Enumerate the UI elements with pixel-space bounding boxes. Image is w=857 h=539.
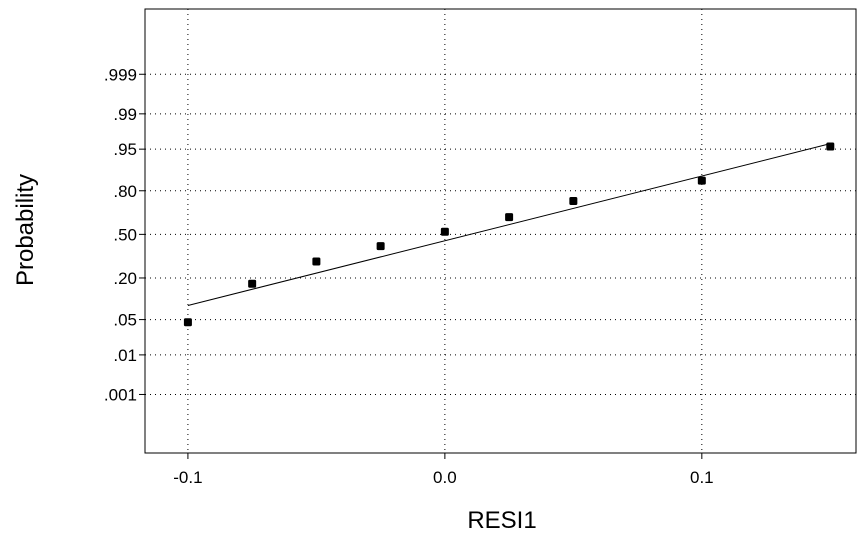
x-tick-label: 0.1 (690, 468, 714, 487)
data-point (826, 142, 835, 151)
y-tick-label: .20 (113, 269, 137, 288)
y-tick-label: .99 (113, 105, 137, 124)
y-tick-labels: .999 .99 .95 .80 .50 .20 .05 .01 .001 (104, 65, 145, 404)
x-tick-label: 0.0 (433, 468, 457, 487)
y-tick-label: .001 (104, 385, 137, 404)
y-axis-title: Probability (12, 174, 39, 286)
grid-lines (145, 9, 856, 453)
x-tick-labels: -0.1 0.0 0.1 (173, 453, 714, 487)
x-tick-label: -0.1 (173, 468, 202, 487)
y-tick-label: .95 (113, 140, 137, 159)
data-point (697, 176, 706, 185)
y-tick-label: .80 (113, 182, 137, 201)
data-point (248, 279, 257, 288)
data-point (505, 213, 514, 222)
y-tick-label: .01 (113, 346, 137, 365)
x-axis-title: RESI1 (467, 507, 536, 534)
data-point (569, 197, 578, 206)
plot-frame (144, 8, 857, 454)
y-tick-label: .05 (113, 311, 137, 330)
fit-line (187, 143, 831, 306)
data-points (183, 142, 835, 327)
data-point (312, 257, 321, 266)
y-tick-label: .50 (113, 225, 137, 244)
y-tick-label: .999 (104, 65, 137, 84)
data-point (183, 318, 192, 327)
data-point (440, 227, 449, 236)
fit-line-group (187, 143, 831, 306)
data-point (376, 242, 385, 251)
